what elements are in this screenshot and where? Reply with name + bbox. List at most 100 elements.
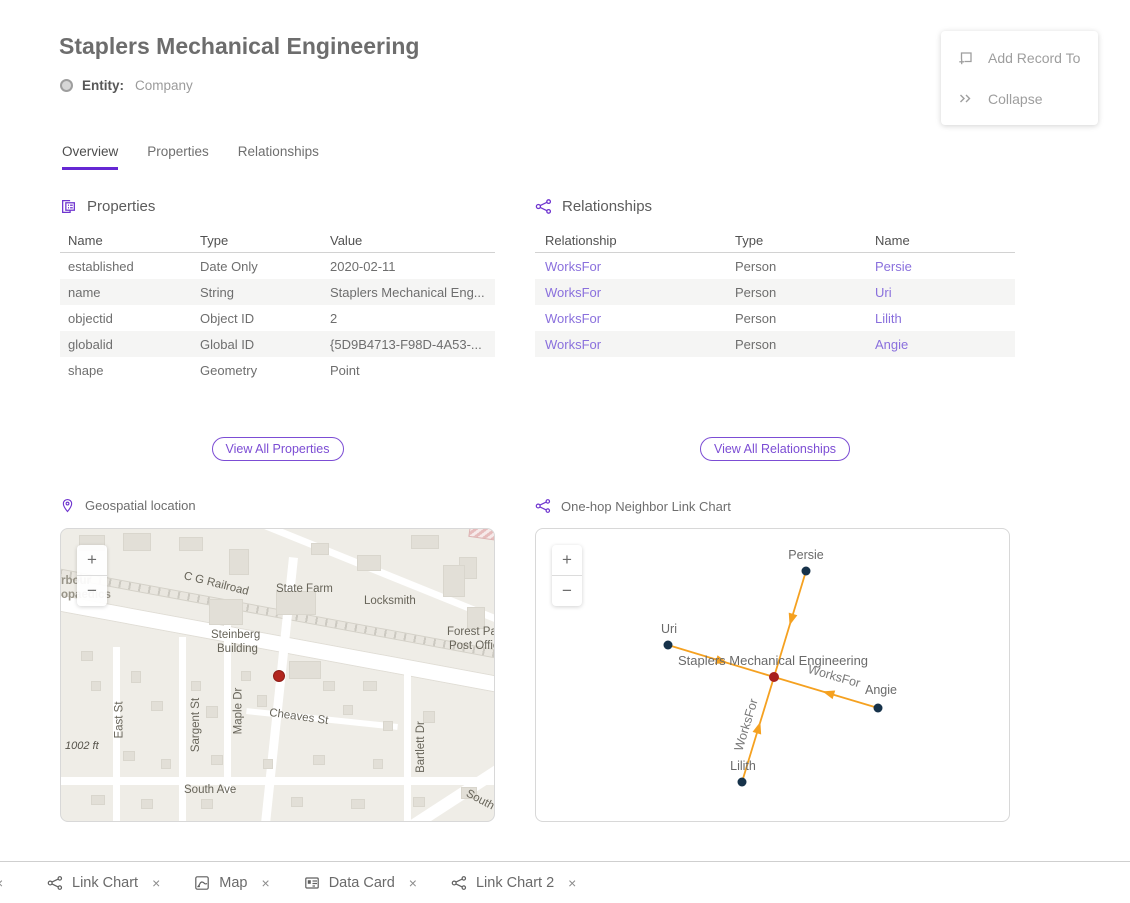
graph-node-lilith[interactable]: [738, 778, 747, 787]
map-label: South: [464, 788, 495, 813]
map-building: [468, 528, 495, 547]
column-header: Type: [735, 233, 875, 248]
one-hop-link-chart[interactable]: WorksForWorksForStaplers Mechanical Engi…: [535, 528, 1010, 822]
map-building: [257, 695, 267, 707]
workspace-tab-link-chart[interactable]: Link Chart ×: [47, 875, 160, 891]
map-building: [323, 681, 335, 691]
entity-link[interactable]: Uri: [875, 285, 892, 300]
link-chart-svg: WorksForWorksForStaplers Mechanical Engi…: [536, 529, 1009, 821]
table-cell: Geometry: [200, 363, 330, 378]
entity-type-dot-icon: [60, 79, 73, 92]
table-cell: name: [60, 285, 200, 300]
table-cell: Lilith: [875, 311, 1015, 326]
map-zoom-out-button[interactable]: −: [77, 575, 107, 606]
table-row: objectidObject ID2: [60, 305, 495, 331]
entity-link[interactable]: Lilith: [875, 311, 902, 326]
menu-item-add-record-to[interactable]: Add Record To: [941, 37, 1098, 78]
properties-table-body: establishedDate Only2020-02-11 nameString…: [60, 253, 495, 383]
geospatial-section-title: Geospatial location: [85, 498, 196, 513]
map-building: [123, 751, 135, 761]
close-icon[interactable]: ×: [262, 876, 270, 890]
view-all-relationships-button[interactable]: View All Relationships: [700, 437, 850, 461]
close-icon[interactable]: ×: [152, 876, 160, 890]
table-cell: Angie: [875, 337, 1015, 352]
map-marker[interactable]: [273, 670, 285, 682]
table-cell: Staplers Mechanical Eng...: [330, 285, 495, 300]
table-cell: WorksFor: [535, 259, 735, 274]
data-card-icon: [304, 875, 320, 891]
relationships-table-header: Relationship Type Name: [535, 229, 1015, 253]
map-label: East St: [114, 701, 126, 738]
page-title: Staplers Mechanical Engineering: [59, 33, 419, 60]
geospatial-map[interactable]: rbouropaedicsC G RailroadState FarmLocks…: [60, 528, 495, 822]
map-building: [229, 549, 249, 575]
relationship-link[interactable]: WorksFor: [545, 337, 601, 352]
link-chart-icon: [451, 875, 467, 891]
map-building: [91, 681, 101, 691]
graph-node-persie[interactable]: [802, 567, 811, 576]
map-zoom-in-button[interactable]: +: [77, 545, 107, 575]
close-icon[interactable]: ×: [409, 876, 417, 890]
collapse-icon: [957, 90, 974, 107]
workspace-tab-data-card[interactable]: Data Card×: [304, 875, 417, 891]
table-cell: WorksFor: [535, 337, 735, 352]
workspace-tab-label: Link Chart 2: [476, 875, 554, 891]
map-label: Maple Dr: [232, 688, 244, 735]
map-building: [161, 759, 171, 769]
close-icon[interactable]: ×: [0, 875, 13, 891]
map-building: [179, 537, 203, 551]
tab-relationships[interactable]: Relationships: [238, 144, 319, 170]
workspace-tab-link-chart-2[interactable]: Link Chart 2 ×: [451, 875, 576, 891]
relationships-section-title: Relationships: [562, 198, 652, 215]
entity-link[interactable]: Angie: [875, 337, 908, 352]
view-all-properties-button[interactable]: View All Properties: [212, 437, 344, 461]
table-cell: globalid: [60, 337, 200, 352]
table-cell: Object ID: [200, 311, 330, 326]
tab-overview[interactable]: Overview: [62, 144, 118, 170]
table-cell: String: [200, 285, 330, 300]
graph-node-uri[interactable]: [664, 641, 673, 650]
table-row: establishedDate Only2020-02-11: [60, 253, 495, 279]
linkchart-section-header: One-hop Neighbor Link Chart: [535, 498, 731, 514]
menu-item-label: Collapse: [988, 91, 1042, 107]
map-label: Steinberg: [211, 629, 260, 641]
graph-node-center[interactable]: [769, 672, 779, 682]
map-label: Building: [217, 643, 258, 655]
close-icon[interactable]: ×: [568, 876, 576, 890]
map-building: [131, 671, 141, 683]
map-label: Sargent St: [190, 698, 202, 752]
workspace-tab-label: Link Chart: [72, 875, 138, 891]
table-cell: WorksFor: [535, 311, 735, 326]
properties-table-header: Name Type Value: [60, 229, 495, 253]
properties-icon: [60, 198, 77, 215]
table-row: WorksForPersonLilith: [535, 305, 1015, 331]
map-building: [313, 755, 325, 765]
menu-item-collapse[interactable]: Collapse: [941, 78, 1098, 119]
map-label: Post Offic: [449, 640, 495, 652]
table-row: WorksForPersonPersie: [535, 253, 1015, 279]
graph-node-angie[interactable]: [874, 704, 883, 713]
chart-zoom-in-button[interactable]: +: [552, 545, 582, 575]
table-cell: Uri: [875, 285, 1015, 300]
relationship-link[interactable]: WorksFor: [545, 259, 601, 274]
add-record-icon: [957, 49, 974, 66]
workspace-tab-map[interactable]: Map×: [194, 875, 269, 891]
table-cell: 2020-02-11: [330, 259, 495, 274]
map-label: Forest Par: [447, 626, 495, 638]
map-building: [141, 799, 153, 809]
table-cell: Global ID: [200, 337, 330, 352]
table-row: WorksForPersonAngie: [535, 331, 1015, 357]
relationship-link[interactable]: WorksFor: [545, 311, 601, 326]
map-label: 1002 ft: [65, 740, 99, 752]
chart-zoom-out-button[interactable]: −: [552, 575, 582, 606]
map-building: [151, 701, 163, 711]
map-label: South Ave: [184, 784, 236, 796]
map-building: [291, 797, 303, 807]
properties-section: Properties Name Type Value establishedDa…: [60, 198, 495, 383]
map-building: [443, 565, 465, 597]
tab-properties[interactable]: Properties: [147, 144, 209, 170]
column-header: Value: [330, 233, 495, 248]
entity-link[interactable]: Persie: [875, 259, 912, 274]
table-cell: Person: [735, 285, 875, 300]
relationship-link[interactable]: WorksFor: [545, 285, 601, 300]
